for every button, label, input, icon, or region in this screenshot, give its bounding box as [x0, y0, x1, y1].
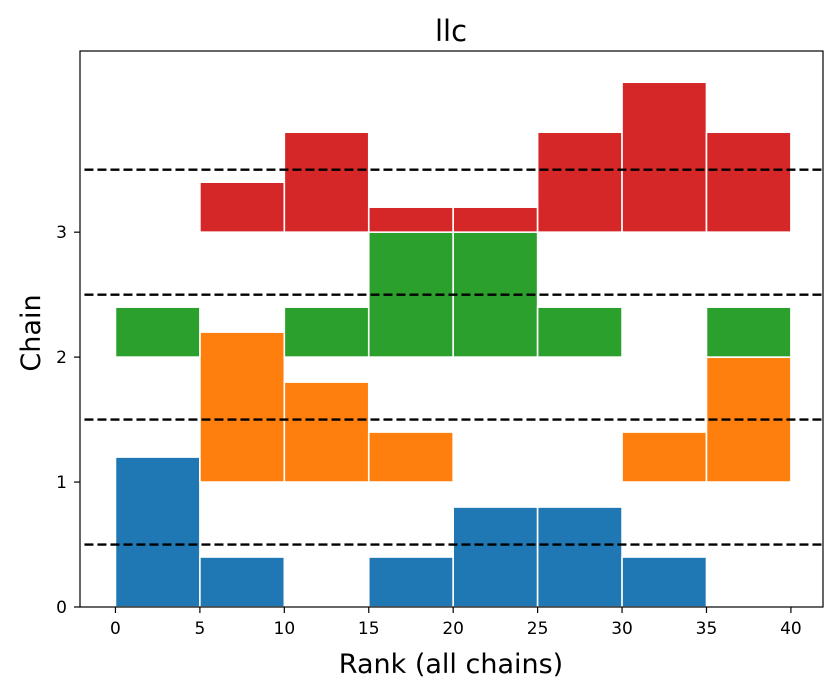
bar-chain-3-bin-3 [367, 206, 454, 233]
bar-chain-0-bin-4 [452, 506, 539, 608]
x-tick-label-25: 25 [527, 619, 549, 639]
bar-chain-1-bin-1 [199, 331, 286, 483]
y-axis: 0 1 2 3 [56, 223, 80, 618]
bar-chain-0-bin-5 [536, 506, 623, 608]
bar-chain-0-bin-3 [367, 556, 454, 608]
bar-chain-3-bin-6 [621, 81, 708, 233]
bar-chain-2-bin-0 [114, 306, 201, 358]
bar-chain-3-bin-5 [536, 131, 623, 233]
bar-chain-1-bin-2 [283, 381, 370, 483]
x-tick-label-15: 15 [358, 619, 380, 639]
bar-chain-3-bin-1 [199, 181, 286, 233]
y-tick-label-2: 2 [56, 348, 67, 368]
x-tick-label-30: 30 [611, 619, 633, 639]
bar-chain-1-bin-6 [621, 431, 708, 483]
bar-chain-1-bin-3 [367, 431, 454, 483]
x-tick-label-35: 35 [696, 619, 718, 639]
x-tick-label-5: 5 [194, 619, 205, 639]
bar-chain-0-bin-0 [114, 456, 201, 608]
x-axis: 0 5 10 15 20 25 30 35 40 [110, 607, 802, 639]
x-tick-label-10: 10 [274, 619, 296, 639]
bar-chain-2-bin-2 [283, 306, 370, 358]
bar-chain-0-bin-6 [621, 556, 708, 608]
y-axis-label: Chain [16, 294, 47, 371]
bar-chain-2-bin-5 [536, 306, 623, 358]
bar-chain-3-bin-4 [452, 206, 539, 233]
bars-layer [114, 81, 792, 608]
x-tick-label-40: 40 [780, 619, 802, 639]
bar-chain-2-bin-7 [705, 306, 792, 358]
x-axis-label: Rank (all chains) [339, 649, 563, 680]
chart-title: llc [435, 14, 467, 48]
bar-chain-3-bin-7 [705, 131, 792, 233]
reference-lines-layer [84, 168, 822, 546]
bar-chain-0-bin-1 [199, 556, 286, 608]
x-tick-label-0: 0 [110, 619, 121, 639]
plot-frame [79, 50, 824, 608]
bar-chain-3-bin-2 [283, 131, 370, 233]
x-tick-label-20: 20 [442, 619, 464, 639]
y-tick-label-0: 0 [56, 598, 67, 618]
y-tick-label-1: 1 [56, 473, 67, 493]
y-tick-label-3: 3 [56, 223, 67, 243]
